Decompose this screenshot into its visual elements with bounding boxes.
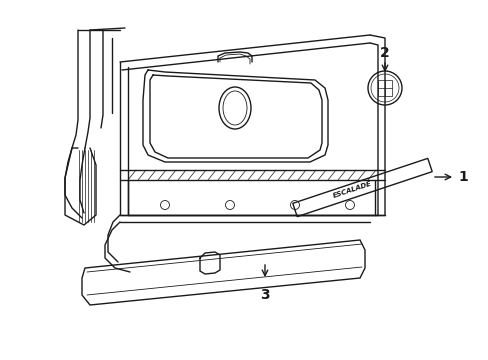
Text: 1: 1 [457,170,467,184]
Text: 2: 2 [379,46,389,60]
Text: 3: 3 [260,288,269,302]
Text: ESCALADE: ESCALADE [332,180,372,199]
